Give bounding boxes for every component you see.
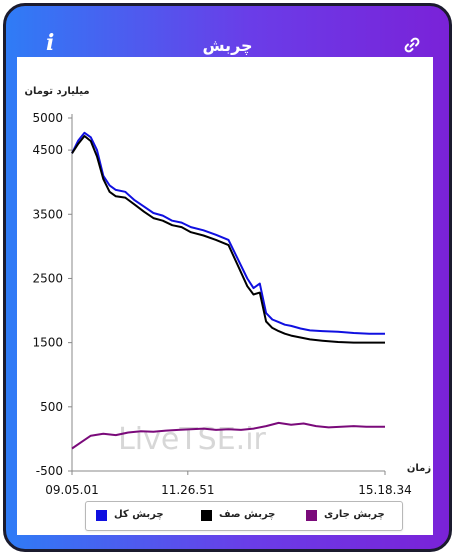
x-tick-label: 11.26.51: [161, 483, 214, 497]
series-line: [71, 421, 385, 450]
series-line: [71, 131, 385, 335]
watermark: LiveTSE.ir: [118, 422, 266, 457]
y-axis-label: میلیارد تومان: [24, 86, 89, 97]
legend-label: چربش جاری: [324, 509, 385, 520]
y-tick-label: 4500: [32, 143, 63, 157]
series-line: [71, 135, 385, 344]
legend-swatch: [201, 510, 212, 521]
legend-item[interactable]: چربش جاری: [306, 509, 396, 523]
legend-swatch: [96, 510, 107, 521]
y-tick-label: 5000: [32, 111, 63, 125]
y-tick-label: 1500: [32, 336, 63, 350]
page-title: چربش: [202, 36, 253, 55]
link-icon[interactable]: [402, 35, 422, 55]
legend-swatch: [306, 510, 317, 521]
y-tick-label: 500: [40, 400, 63, 414]
title-bar: i چربش: [6, 6, 449, 61]
x-tick-label: 09.05.01: [45, 483, 98, 497]
y-tick-label: 3500: [32, 207, 63, 221]
y-tick-label: 2500: [32, 271, 63, 285]
legend-item[interactable]: چربش کل: [96, 509, 186, 523]
legend-item[interactable]: چربش صف: [201, 509, 291, 523]
legend-label: چربش صف: [219, 509, 276, 520]
x-tick-label: 15.18.34: [358, 483, 411, 497]
line-chart: میلیارد تومان -500 500 1500 2500 3500 4500 5000…: [24, 86, 431, 497]
chart-panel: میلیارد تومان -500 500 1500 2500 3500 4500 5000…: [17, 57, 433, 535]
chart-legend: چربش کل چربش صف چربش جاری: [85, 501, 403, 531]
legend-label: چربش کل: [114, 509, 164, 520]
y-tick-label: -500: [36, 464, 63, 478]
info-icon[interactable]: i: [46, 30, 55, 56]
x-axis-label: زمان: [407, 463, 431, 474]
